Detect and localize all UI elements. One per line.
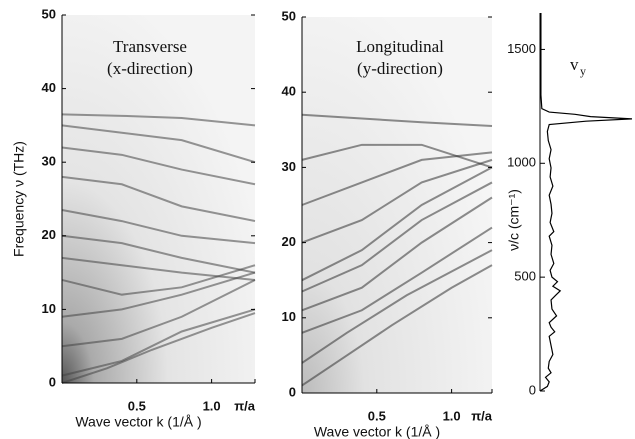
x-tick-label: 1.0 [203,398,221,413]
y-tick-label: 20 [42,227,56,242]
dispersion-branch [61,146,256,186]
x-tick-label: π/a [234,398,256,413]
dispersion-branch [61,271,256,318]
panel-annotation: Transverse [113,37,187,56]
dispersion-branch [61,279,256,348]
x-tick-label: 0.5 [368,408,386,423]
panel-annotation: (y-direction) [357,59,443,78]
x-axis-label: Wave vector k (1/Å ) [75,414,201,430]
dispersion-branch [301,113,493,128]
dispersion-branch [61,234,256,274]
y-tick-label: 1000 [507,155,536,170]
x-tick-label: π/a [471,408,493,423]
panel-annotation: Longitudinal [356,37,444,56]
dispersion-branch [301,158,493,244]
y-tick-label: 50 [42,6,56,21]
y-tick-label: 10 [282,309,296,324]
spectrum-label-subscript: y [580,64,586,78]
dispersion-branch [301,196,493,312]
dispersion-branch [61,312,256,384]
x-tick-label: 1.0 [443,408,461,423]
y-tick-label: 40 [282,84,296,99]
y-tick-label: 40 [42,80,56,95]
dispersion-branch [301,249,493,364]
dispersion-branch [61,175,256,223]
plot-background [302,17,492,393]
dispersion-branch [61,308,256,377]
spectrum-line [539,13,633,392]
dispersion-branch [301,181,493,293]
dispersion-branch [301,166,493,282]
dispersion-branch [61,256,256,281]
y-axis-label: Frequency ν (THz) [11,141,27,257]
y-tick-label: 30 [282,159,296,174]
y-tick-label: 50 [282,8,296,23]
x-tick-label: 0.5 [128,398,146,413]
dispersion-branch [61,209,256,245]
y-tick-label: 20 [282,234,296,249]
y-tick-label: 0 [529,382,536,397]
dispersion-branch [301,143,493,169]
dispersion-branch [61,124,256,164]
dispersion-branch [301,226,493,334]
spectrum-label: v [570,55,579,74]
y-tick-label: 0 [289,384,296,399]
plot-background [62,15,255,383]
y-tick-label: 30 [42,154,56,169]
y-axis-label: ν/c (cm⁻¹) [506,189,522,251]
y-tick-label: 10 [42,301,56,316]
dispersion-branch [61,113,256,127]
y-tick-label: 500 [514,269,536,284]
y-tick-label: 0 [49,374,56,389]
x-axis-label: Wave vector k (1/Å ) [314,424,440,439]
y-tick-label: 1500 [507,41,536,56]
panel-annotation: (x-direction) [107,59,193,78]
dispersion-branch [301,264,493,387]
